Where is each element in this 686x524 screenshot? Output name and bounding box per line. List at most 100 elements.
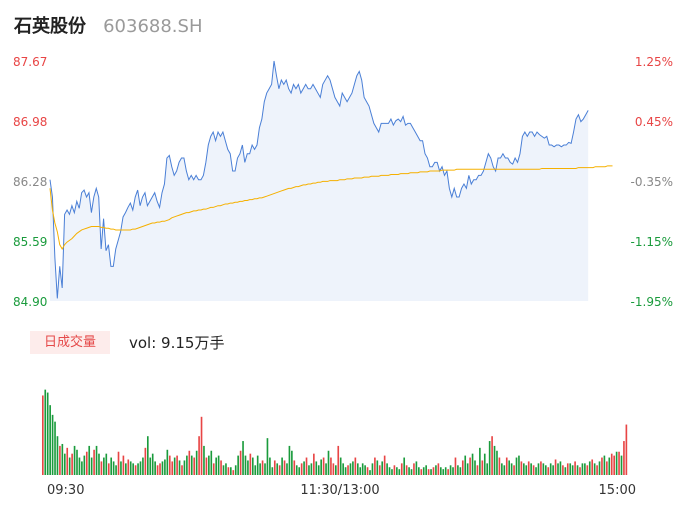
volume-bar	[198, 436, 200, 475]
volume-bar	[613, 455, 615, 475]
volume-bar	[530, 463, 532, 475]
volume-bar	[479, 447, 481, 475]
volume-bar	[120, 461, 122, 475]
volume-bar	[283, 460, 286, 475]
volume-bar	[523, 463, 525, 475]
volume-bar	[444, 467, 447, 475]
volume-bar	[508, 460, 510, 475]
volume-bar	[68, 457, 71, 475]
volume-bar	[335, 465, 337, 475]
volume-bar	[203, 445, 205, 475]
pct-tick-label: 0.45%	[635, 115, 673, 129]
volume-bar	[107, 463, 110, 475]
volume-bar	[83, 455, 86, 475]
volume-bar	[310, 463, 313, 475]
volume-bar	[125, 463, 127, 475]
volume-bar	[476, 465, 479, 475]
volume-bar	[483, 453, 486, 475]
volume-bar	[305, 457, 308, 475]
volume-bar	[620, 455, 623, 475]
pct-tick-label: -1.15%	[631, 235, 673, 249]
volume-bar	[510, 463, 513, 475]
volume-bar	[352, 461, 354, 475]
volume-bar	[398, 469, 401, 475]
price-tick-label: 86.28	[13, 175, 47, 189]
volume-bar	[427, 469, 430, 475]
volume-bar	[166, 449, 169, 475]
volume-bar	[300, 463, 303, 475]
volume-bar	[44, 389, 47, 475]
volume-bar	[623, 441, 625, 475]
volume-bar	[464, 455, 467, 475]
volume-bar	[471, 453, 474, 475]
volume-bar	[173, 457, 176, 475]
volume-bar	[234, 465, 237, 475]
volume-bar	[364, 465, 366, 475]
volume-bar	[498, 457, 501, 475]
volume-bar	[588, 461, 591, 475]
volume-bar	[420, 469, 423, 475]
volume-bar	[569, 463, 572, 475]
volume-bar	[337, 445, 340, 475]
volume-bar	[439, 467, 442, 475]
volume-bar	[264, 463, 266, 475]
volume-bar	[503, 465, 506, 475]
time-tick-label: 11:30/13:00	[300, 483, 379, 498]
volume-bar	[66, 447, 69, 475]
volume-bar	[212, 463, 215, 475]
price-tick-label: 85.59	[13, 235, 47, 249]
volume-bar	[415, 461, 418, 475]
volume-bar	[200, 416, 203, 475]
volume-bar	[542, 463, 545, 475]
volume-bar	[586, 465, 589, 475]
volume-bar	[73, 445, 76, 475]
volume-bar	[171, 461, 174, 475]
volume-bar	[388, 467, 391, 475]
volume-bar	[210, 450, 213, 475]
volume-bar	[410, 469, 413, 475]
volume-bar	[320, 459, 322, 475]
volume-bar	[366, 467, 369, 475]
volume-bar	[71, 453, 73, 475]
volume-bar	[537, 463, 540, 475]
volume-bar	[566, 463, 569, 475]
volume-bar	[215, 457, 217, 475]
volume-bar	[281, 457, 283, 475]
volume-bar	[154, 461, 156, 475]
volume-bar	[288, 445, 291, 475]
volume-bar	[95, 445, 98, 475]
volume-bar	[56, 436, 59, 475]
volume-bar	[403, 457, 406, 475]
volume-bar	[251, 457, 254, 475]
volume-bar	[598, 461, 601, 475]
volume-bar	[386, 463, 388, 475]
volume-bar	[584, 463, 586, 475]
volume-bar	[400, 463, 403, 475]
stock-name: 石英股份	[14, 16, 86, 37]
volume-bar	[581, 463, 584, 475]
time-tick-label: 09:30	[47, 483, 84, 498]
volume-bar	[547, 467, 550, 475]
volume-bar	[317, 465, 320, 475]
volume-bar	[481, 460, 484, 475]
pct-tick-label: 1.25%	[635, 55, 673, 69]
time-axis: 09:30 11:30/13:00 15:00	[47, 483, 636, 498]
volume-bar	[156, 465, 159, 475]
volume-bar	[51, 414, 54, 475]
volume-bar	[298, 467, 301, 475]
volume-bar	[105, 453, 108, 475]
volume-bar	[383, 455, 386, 475]
volume-bar	[515, 457, 518, 475]
volume-badge[interactable]: 日成交量	[30, 331, 110, 354]
pct-tick-label: -0.35%	[631, 175, 673, 189]
volume-bar	[344, 467, 347, 475]
volume-bar	[164, 459, 166, 475]
volume-bar	[112, 461, 115, 475]
volume-bar	[425, 465, 427, 475]
volume-bar	[190, 455, 193, 475]
volume-bar	[342, 463, 344, 475]
volume-bar	[474, 460, 476, 475]
volume-bar	[176, 455, 178, 475]
volume-bar	[459, 467, 462, 475]
